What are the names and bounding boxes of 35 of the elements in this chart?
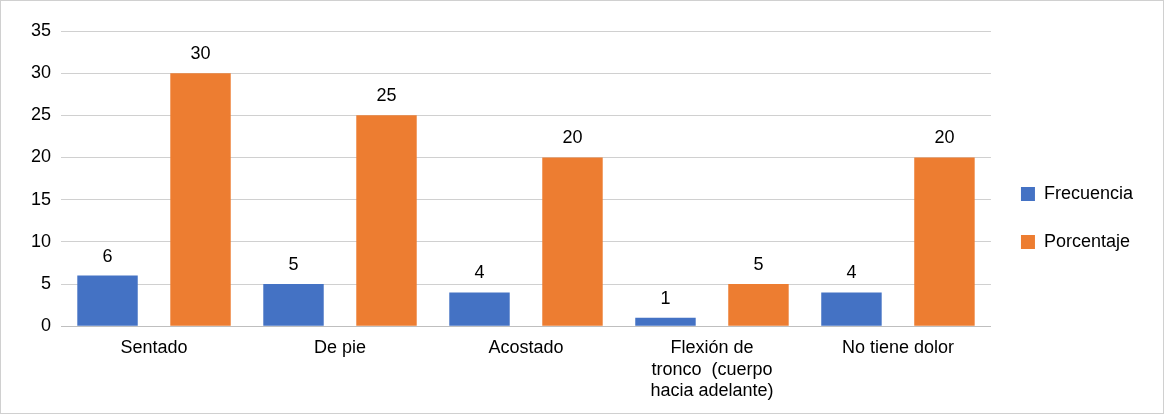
bar bbox=[263, 284, 324, 326]
bar bbox=[77, 275, 138, 326]
bar bbox=[449, 292, 510, 326]
data-label: 20 bbox=[934, 127, 955, 148]
x-tick-label: Flexión de tronco (cuerpo hacia adelante) bbox=[650, 336, 774, 401]
data-label: 20 bbox=[562, 127, 583, 148]
y-tick-label: 0 bbox=[41, 315, 52, 336]
data-label: 5 bbox=[288, 254, 299, 274]
data-label: 4 bbox=[846, 262, 857, 283]
bar bbox=[542, 157, 603, 326]
bar bbox=[356, 115, 417, 326]
x-tick-label: No tiene dolor bbox=[841, 336, 954, 357]
x-tick-label: De pie bbox=[313, 336, 367, 357]
data-label: 25 bbox=[376, 85, 397, 106]
data-label: 6 bbox=[102, 245, 113, 266]
x-tick-label: Sentado bbox=[120, 336, 188, 357]
y-tick-label: 15 bbox=[30, 188, 52, 209]
y-tick-label: 5 bbox=[41, 273, 52, 293]
data-label: 5 bbox=[753, 254, 764, 274]
x-tick-label: Acostado bbox=[488, 336, 564, 357]
bar bbox=[821, 292, 882, 326]
data-label: 30 bbox=[190, 43, 211, 64]
data-label: 4 bbox=[474, 262, 485, 283]
bar bbox=[170, 73, 231, 326]
y-tick-label: 20 bbox=[30, 146, 52, 167]
y-tick-label: 30 bbox=[30, 62, 52, 83]
y-tick-label: 25 bbox=[30, 104, 52, 125]
legend-label: Porcentaje bbox=[1043, 230, 1131, 251]
bar bbox=[635, 317, 696, 326]
y-tick-label: 35 bbox=[30, 19, 52, 40]
data-label: 1 bbox=[660, 287, 671, 308]
bar bbox=[728, 284, 789, 326]
bar bbox=[914, 157, 975, 326]
y-tick-label: 10 bbox=[30, 230, 52, 251]
legend-label: Frecuencia bbox=[1043, 182, 1134, 203]
